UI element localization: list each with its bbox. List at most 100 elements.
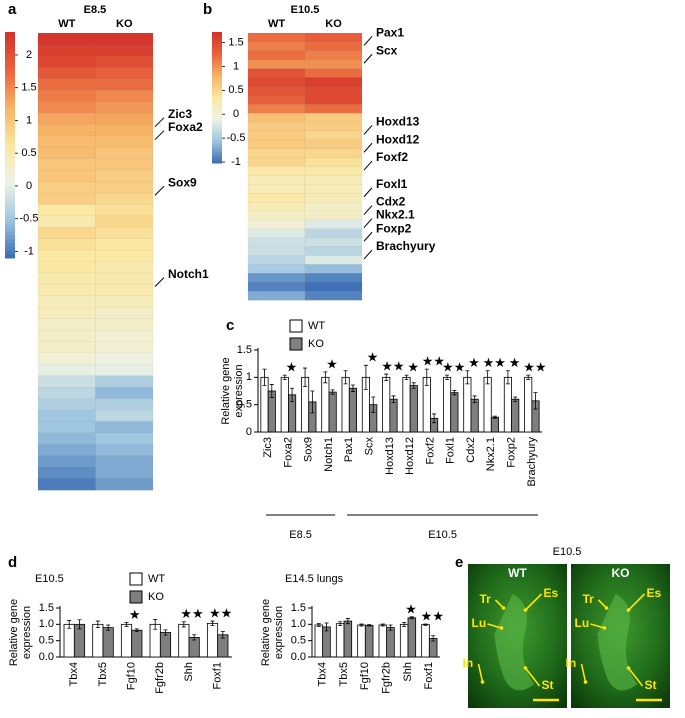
x-tick-label: Cdx2 — [465, 437, 477, 463]
heatmap-cell — [304, 255, 363, 265]
annotation-line — [363, 218, 373, 228]
heatmap-cell — [95, 307, 154, 320]
error-bar — [338, 621, 343, 627]
heatmap-cell — [247, 282, 306, 292]
colorbar-segment — [5, 114, 15, 120]
heatmap-cell — [247, 184, 306, 194]
bar — [159, 632, 172, 658]
error-bar — [67, 620, 72, 629]
annotation-arrow — [524, 667, 541, 687]
heatmap-cell — [247, 219, 306, 230]
heatmap-cell — [304, 228, 363, 239]
error-bar — [533, 392, 538, 410]
colorbar-segment — [212, 66, 222, 70]
error-bar — [465, 370, 470, 385]
colorbar-segment — [212, 130, 222, 133]
y-tick-label: 0.0 — [39, 651, 54, 663]
y-tick-label: 1.5 — [39, 602, 54, 614]
row-label: Hoxd13 — [376, 115, 420, 129]
heatmap-cell — [247, 201, 306, 212]
colorbar-segment — [5, 73, 15, 78]
colorbar-segment — [5, 186, 15, 191]
bar — [314, 624, 324, 658]
colorbar-segment — [5, 122, 15, 127]
colorbar-segment — [5, 39, 15, 44]
colorbar-segment — [212, 32, 222, 35]
colorbar-segment — [212, 143, 222, 147]
arrow-head — [583, 680, 588, 684]
annotation-line — [363, 205, 373, 215]
x-tick-label: Shh — [402, 662, 414, 682]
legend-label: WT — [308, 320, 325, 332]
colorbar-segment — [212, 69, 222, 72]
heatmap-cell — [95, 147, 154, 160]
x-tick-label: Foxf1 — [212, 662, 224, 690]
bar — [335, 623, 345, 658]
arrow-head — [501, 606, 506, 610]
error-bar — [134, 628, 139, 632]
heatmap-cell — [247, 273, 306, 283]
significance-star: ★★ — [483, 355, 506, 370]
heatmap-cell — [95, 455, 154, 468]
error-bar — [350, 384, 355, 392]
heatmap-cell — [247, 41, 306, 52]
error-bar — [380, 623, 385, 627]
row-label: Notch1 — [168, 267, 209, 281]
error-bar — [343, 370, 348, 385]
bar — [409, 385, 418, 433]
heatmap-cell — [304, 282, 363, 292]
row-label: Foxf2 — [376, 150, 408, 164]
y-tick-label: 0.5 — [237, 399, 252, 411]
heatmap-cell — [95, 295, 154, 308]
colorbar-segment — [5, 175, 15, 180]
heatmap-cell — [304, 121, 363, 132]
significance-star: ★★ — [442, 360, 465, 375]
bar — [524, 376, 533, 433]
arrow-head — [602, 626, 607, 630]
annotation-line — [154, 117, 165, 128]
x-tick-label: Sox9 — [303, 437, 315, 462]
x-tick-label: Foxl1 — [445, 437, 457, 464]
colorbar-segment — [5, 107, 15, 112]
colorbar-segment — [212, 80, 222, 83]
colorbar-segment — [5, 254, 15, 259]
annotation-arrow — [627, 593, 646, 611]
heatmap-cell — [304, 148, 363, 159]
significance-star: ★ — [367, 350, 379, 365]
heatmap-cell — [304, 175, 363, 185]
heatmap-cell — [304, 264, 363, 274]
colorbar-segment — [5, 137, 15, 142]
heatmap-cell — [304, 104, 363, 114]
legend-label: KO — [148, 591, 164, 603]
error-bar — [409, 616, 414, 620]
heatmap-cell — [37, 124, 96, 137]
image-annotation: Tr — [583, 592, 595, 606]
row-label: Pax1 — [376, 26, 404, 40]
colorbar-segment — [212, 51, 222, 55]
heatmap-cell — [247, 68, 306, 78]
colorbar-segment — [212, 123, 222, 127]
colorbar-segment — [5, 231, 15, 236]
colorbar-segment — [212, 88, 222, 92]
colorbar-segment — [212, 156, 222, 160]
colorbar-segment — [212, 45, 222, 48]
heatmap-title: E10.5 — [291, 4, 320, 16]
heatmap-cell — [247, 166, 306, 176]
heatmap-cell — [37, 32, 96, 45]
annotation-line — [154, 130, 165, 141]
colorbar-segment — [5, 178, 15, 184]
colorbar-segment — [212, 95, 222, 98]
heatmap-cell — [304, 201, 363, 212]
colorbar-segment — [212, 40, 222, 44]
colorbar-segment — [5, 182, 15, 187]
x-tick-label: Zic3 — [262, 437, 274, 458]
significance-star: ★ — [405, 601, 417, 616]
significance-star: ★★ — [422, 354, 445, 369]
heatmap-cell — [95, 78, 154, 91]
heatmap-cell — [247, 95, 306, 105]
heatmap-cell — [95, 227, 154, 240]
colorbar-segment — [212, 42, 222, 46]
heatmap-cell — [247, 86, 306, 96]
